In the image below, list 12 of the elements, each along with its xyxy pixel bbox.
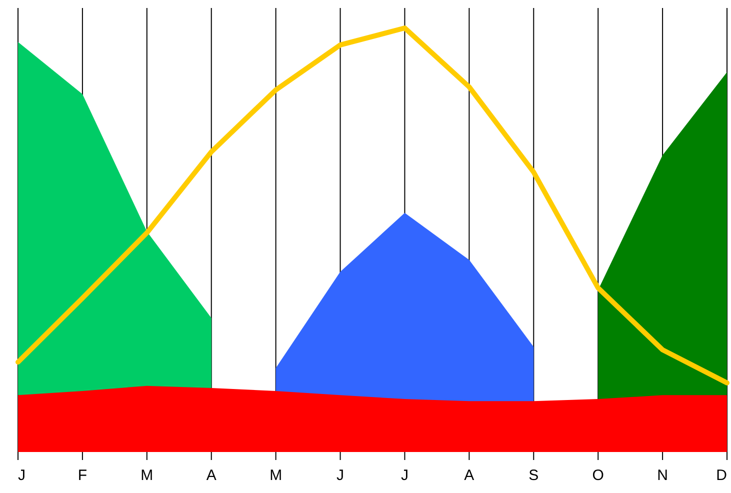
- x-tick-label: D: [716, 467, 728, 484]
- x-tick-label: F: [78, 467, 88, 484]
- x-tick-label: M: [270, 467, 282, 484]
- x-tick-label: S: [528, 467, 539, 484]
- x-tick-label: J: [400, 467, 408, 484]
- x-tick-label: M: [140, 467, 154, 484]
- x-tick-label: A: [464, 467, 474, 484]
- x-tick-label: N: [657, 467, 668, 484]
- x-tick-label: J: [18, 467, 26, 484]
- x-tick-label: J: [336, 467, 344, 484]
- x-tick-label: A: [206, 467, 216, 484]
- x-tick-label: O: [592, 467, 604, 484]
